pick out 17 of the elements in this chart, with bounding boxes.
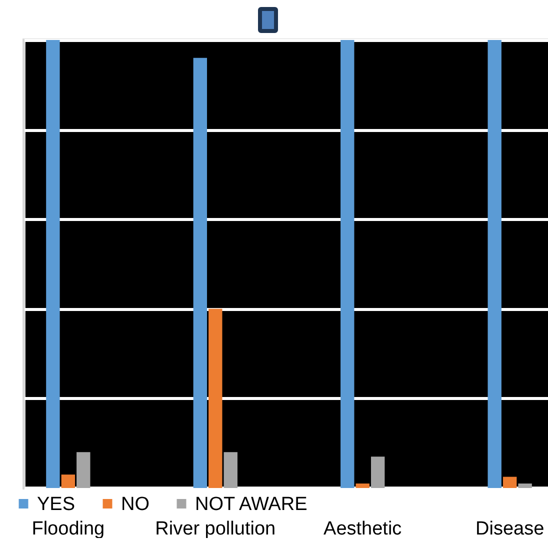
bar (488, 40, 502, 488)
bar (356, 484, 370, 488)
bar (193, 58, 208, 488)
bar (61, 474, 76, 488)
legend-label: NOT AWARE (195, 494, 308, 515)
bar (518, 484, 532, 488)
bar (340, 40, 354, 488)
x-tick-label: Aesthetic (324, 518, 402, 540)
bar (46, 40, 60, 488)
bar (224, 452, 238, 488)
legend-label: NO (121, 494, 150, 515)
bar (208, 308, 222, 488)
bar (370, 456, 385, 488)
bar (502, 476, 517, 488)
bar (76, 452, 90, 488)
legend-label: YES (37, 494, 76, 515)
x-tick-label: Disease (476, 518, 544, 540)
